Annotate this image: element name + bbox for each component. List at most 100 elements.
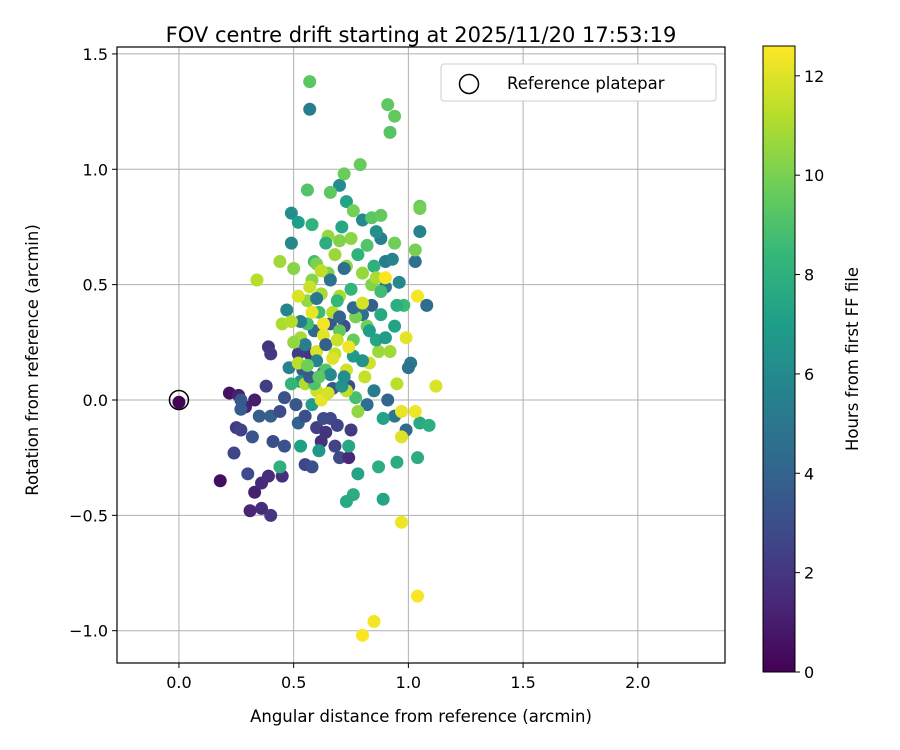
data-point: [383, 125, 397, 139]
data-point: [362, 324, 376, 338]
data-point: [314, 264, 328, 278]
data-point: [323, 368, 337, 382]
y-tick-label: 1.0: [83, 160, 108, 179]
data-point: [339, 195, 353, 209]
y-tick-label: −0.5: [69, 506, 108, 525]
data-point: [227, 446, 241, 460]
data-points: [172, 75, 443, 642]
data-point: [312, 370, 326, 384]
data-point: [326, 351, 340, 365]
data-point: [344, 282, 358, 296]
data-point: [390, 455, 404, 469]
data-point: [374, 308, 388, 322]
data-point: [337, 261, 351, 275]
data-point: [273, 255, 287, 269]
data-point: [388, 236, 402, 250]
y-tick-label: 0.0: [83, 391, 108, 410]
data-point: [355, 354, 369, 368]
data-point: [399, 331, 413, 345]
data-point: [172, 395, 186, 409]
data-point: [280, 303, 294, 317]
data-point: [287, 335, 301, 349]
data-point: [312, 444, 326, 458]
data-point: [369, 271, 383, 285]
data-point: [245, 430, 259, 444]
data-point: [429, 379, 443, 393]
data-point: [310, 291, 324, 305]
data-point: [335, 220, 349, 234]
data-point: [344, 423, 358, 437]
colorbar-tick-label: 2: [804, 564, 814, 583]
colorbar-tick-label: 8: [804, 266, 814, 285]
data-point: [394, 430, 408, 444]
data-point: [339, 495, 353, 509]
data-point: [333, 310, 347, 324]
data-point: [273, 460, 287, 474]
data-point: [422, 418, 436, 432]
data-point: [264, 508, 278, 522]
x-tick-label: 0.0: [166, 673, 191, 692]
data-point: [390, 298, 404, 312]
data-point: [390, 377, 404, 391]
data-point: [372, 460, 386, 474]
data-point: [333, 234, 347, 248]
grid-lines: [117, 47, 725, 663]
data-point: [394, 515, 408, 529]
data-point: [337, 370, 351, 384]
data-point: [351, 405, 365, 419]
data-point: [294, 439, 308, 453]
data-point: [264, 347, 278, 361]
colorbar-label: Hours from first FF file: [843, 267, 862, 451]
data-point: [284, 315, 298, 329]
data-point: [369, 225, 383, 239]
data-point: [291, 215, 305, 229]
colorbar-ticks: 0 2 4 6 8 10 12: [795, 67, 824, 682]
x-axis-label: Angular distance from reference (arcmin): [250, 707, 592, 726]
data-point: [372, 345, 386, 359]
data-point: [376, 411, 390, 425]
data-point: [408, 243, 422, 257]
y-axis-ticks: 1.5 1.0 0.5 0.0 −0.5 −1.0: [69, 45, 117, 641]
data-point: [300, 358, 314, 372]
data-point: [250, 273, 264, 287]
colorbar-gradient: [762, 45, 796, 673]
data-point: [351, 467, 365, 481]
data-point: [381, 98, 395, 112]
data-point: [284, 236, 298, 250]
data-point: [248, 393, 262, 407]
colorbar-tick-label: 10: [804, 166, 824, 185]
data-point: [319, 236, 333, 250]
data-point: [388, 319, 402, 333]
data-point: [420, 298, 434, 312]
data-point: [413, 225, 427, 239]
data-point: [300, 183, 314, 197]
data-point: [411, 289, 425, 303]
data-point: [411, 589, 425, 603]
data-point: [376, 492, 390, 506]
data-point: [394, 405, 408, 419]
data-point: [360, 238, 374, 252]
colorbar-tick-label: 12: [804, 67, 824, 86]
data-point: [310, 345, 324, 359]
data-point: [330, 333, 344, 347]
colorbar: 0 2 4 6 8 10 12 Hours from first FF file: [762, 45, 862, 682]
data-point: [284, 206, 298, 220]
data-point: [328, 439, 342, 453]
data-point: [234, 393, 248, 407]
data-point: [316, 317, 330, 331]
legend: Reference platepar: [440, 63, 717, 102]
data-point: [337, 167, 351, 181]
data-point: [303, 370, 317, 384]
data-point: [305, 218, 319, 232]
y-tick-label: 0.5: [83, 276, 108, 295]
data-point: [388, 109, 402, 123]
data-point: [342, 340, 356, 354]
data-point: [277, 439, 291, 453]
data-point: [284, 377, 298, 391]
data-point: [291, 289, 305, 303]
data-point: [355, 266, 369, 280]
data-point: [298, 409, 312, 423]
data-point: [234, 423, 248, 437]
data-point: [213, 474, 227, 488]
